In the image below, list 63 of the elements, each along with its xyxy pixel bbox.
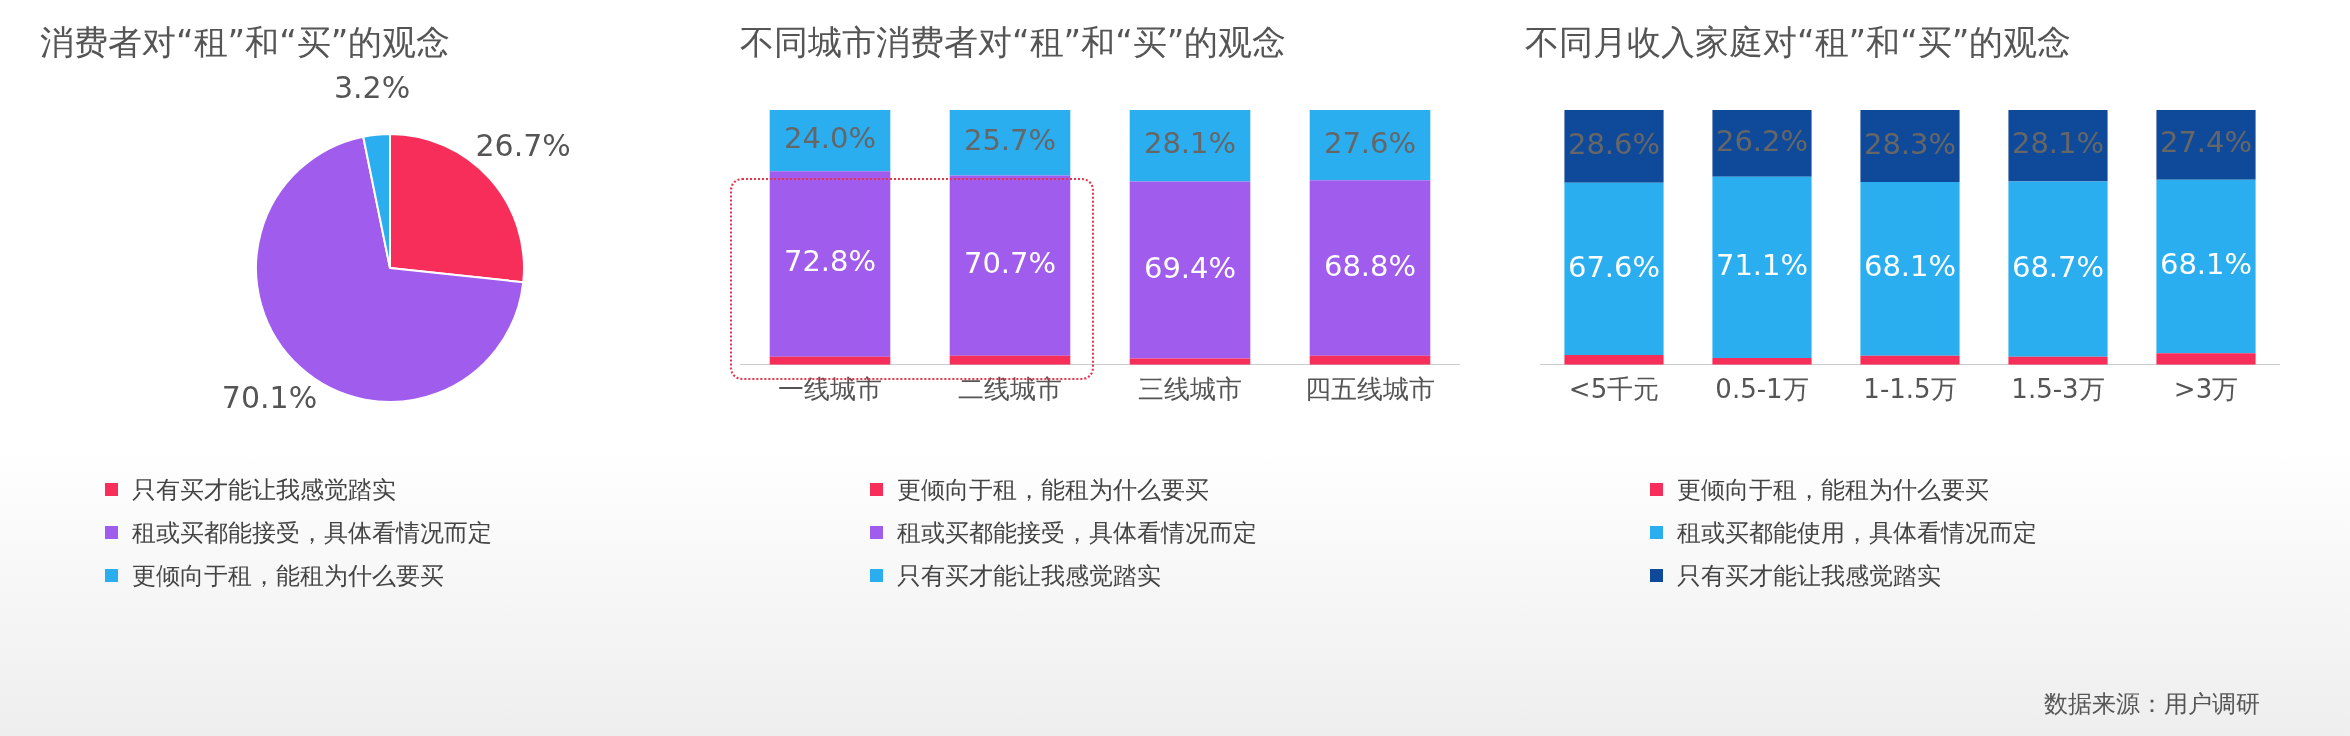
data-label: 72.8% bbox=[783, 244, 877, 279]
bar bbox=[1129, 358, 1251, 365]
bar bbox=[1564, 355, 1664, 365]
chart-title: 不同月收入家庭对“租”和“买”的观念 bbox=[1525, 21, 2072, 64]
x-tick-label: 1.5-3万 bbox=[2011, 374, 2105, 405]
data-label: 70.1% bbox=[221, 380, 318, 416]
data-label: 68.8% bbox=[1323, 248, 1417, 283]
bar bbox=[2008, 181, 2108, 357]
data-label: 69.4% bbox=[1143, 250, 1237, 285]
data-label: 68.1% bbox=[2159, 247, 2253, 282]
x-tick-label: <5千元 bbox=[1568, 374, 1660, 405]
x-tick-label: 0.5-1万 bbox=[1715, 374, 1809, 405]
legend-label: 租或买都能使用，具体看情况而定 bbox=[1677, 517, 2037, 549]
bar bbox=[1309, 180, 1431, 356]
legend-label: 租或买都能接受，具体看情况而定 bbox=[897, 517, 1257, 549]
data-label: 28.1% bbox=[1143, 126, 1237, 161]
bar bbox=[2008, 110, 2108, 182]
data-label: 28.3% bbox=[1863, 126, 1957, 161]
x-tick-label: 四五线城市 bbox=[1305, 374, 1435, 405]
data-label: 71.1% bbox=[1715, 247, 1809, 282]
legend-label: 只有买才能让我感觉踏实 bbox=[132, 474, 396, 506]
data-label: 28.6% bbox=[1567, 126, 1661, 161]
bar bbox=[769, 171, 891, 357]
data-label: 3.2% bbox=[333, 69, 411, 105]
bar bbox=[1712, 176, 1812, 358]
data-label: 68.1% bbox=[1863, 249, 1957, 284]
bar bbox=[1129, 181, 1251, 359]
bar bbox=[1712, 110, 1812, 177]
chart-title: 消费者对“租”和“买”的观念 bbox=[40, 21, 451, 64]
x-tick-label: >3万 bbox=[2173, 374, 2239, 405]
legend-label: 更倾向于租，能租为什么要买 bbox=[132, 560, 444, 592]
bar bbox=[949, 175, 1071, 356]
data-label: 70.7% bbox=[963, 246, 1057, 281]
legend-label: 只有买才能让我感觉踏实 bbox=[897, 560, 1161, 592]
bar bbox=[1129, 110, 1251, 182]
data-label: 68.7% bbox=[2011, 249, 2105, 284]
legend-label: 租或买都能接受，具体看情况而定 bbox=[132, 517, 492, 549]
data-label: 27.6% bbox=[1323, 125, 1417, 160]
data-label: 26.2% bbox=[1715, 123, 1809, 158]
bar bbox=[1564, 110, 1664, 183]
legend-label: 更倾向于租，能租为什么要买 bbox=[1677, 474, 1989, 506]
x-tick-label: 三线城市 bbox=[1138, 374, 1242, 405]
source-note: 数据来源：用户调研 bbox=[2044, 689, 2260, 720]
x-tick-label: 一线城市 bbox=[778, 374, 882, 405]
data-label: 27.4% bbox=[2159, 125, 2253, 160]
data-label: 67.6% bbox=[1567, 249, 1661, 284]
legend-label: 只有买才能让我感觉踏实 bbox=[1677, 560, 1941, 592]
bar bbox=[1860, 182, 1960, 356]
bar bbox=[2156, 179, 2256, 354]
data-label: 25.7% bbox=[963, 123, 1057, 158]
chart-title: 不同城市消费者对“租”和“买”的观念 bbox=[740, 21, 1287, 64]
bar bbox=[1564, 182, 1664, 356]
bar bbox=[1309, 110, 1431, 181]
bar bbox=[1860, 110, 1960, 183]
legend-label: 更倾向于租，能租为什么要买 bbox=[897, 474, 1209, 506]
bar bbox=[2156, 353, 2256, 365]
bar bbox=[949, 110, 1071, 176]
x-tick-label: 1-1.5万 bbox=[1863, 374, 1957, 405]
bar bbox=[2156, 110, 2256, 180]
data-label: 24.0% bbox=[783, 121, 877, 156]
data-label: 28.1% bbox=[2011, 126, 2105, 161]
x-tick-label: 二线城市 bbox=[958, 374, 1062, 405]
data-label: 26.7% bbox=[475, 128, 571, 164]
